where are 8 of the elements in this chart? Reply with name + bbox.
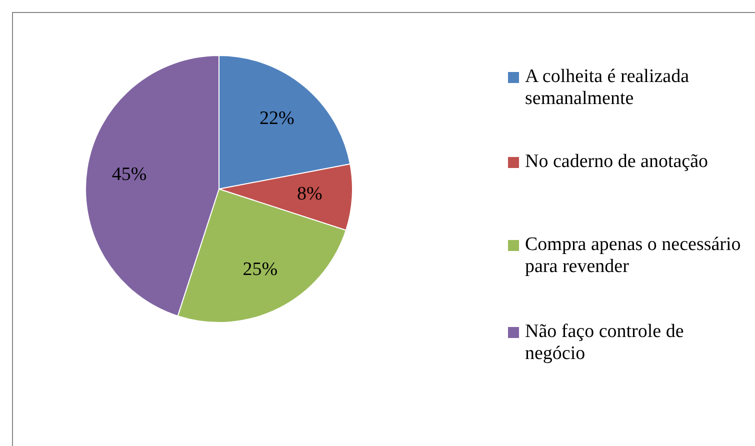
data-label: 25%: [242, 258, 278, 280]
data-label: 8%: [296, 184, 322, 205]
data-label: 45%: [112, 164, 147, 185]
legend-label: A colheita é realizada semanalmente: [525, 66, 690, 110]
data-label: 22%: [259, 108, 294, 130]
legend-label: Compra apenas o necessário para revender: [525, 234, 742, 278]
legend-label: No caderno de anotação: [525, 151, 708, 173]
legend-label: Não faço controle de negócio: [525, 321, 685, 365]
